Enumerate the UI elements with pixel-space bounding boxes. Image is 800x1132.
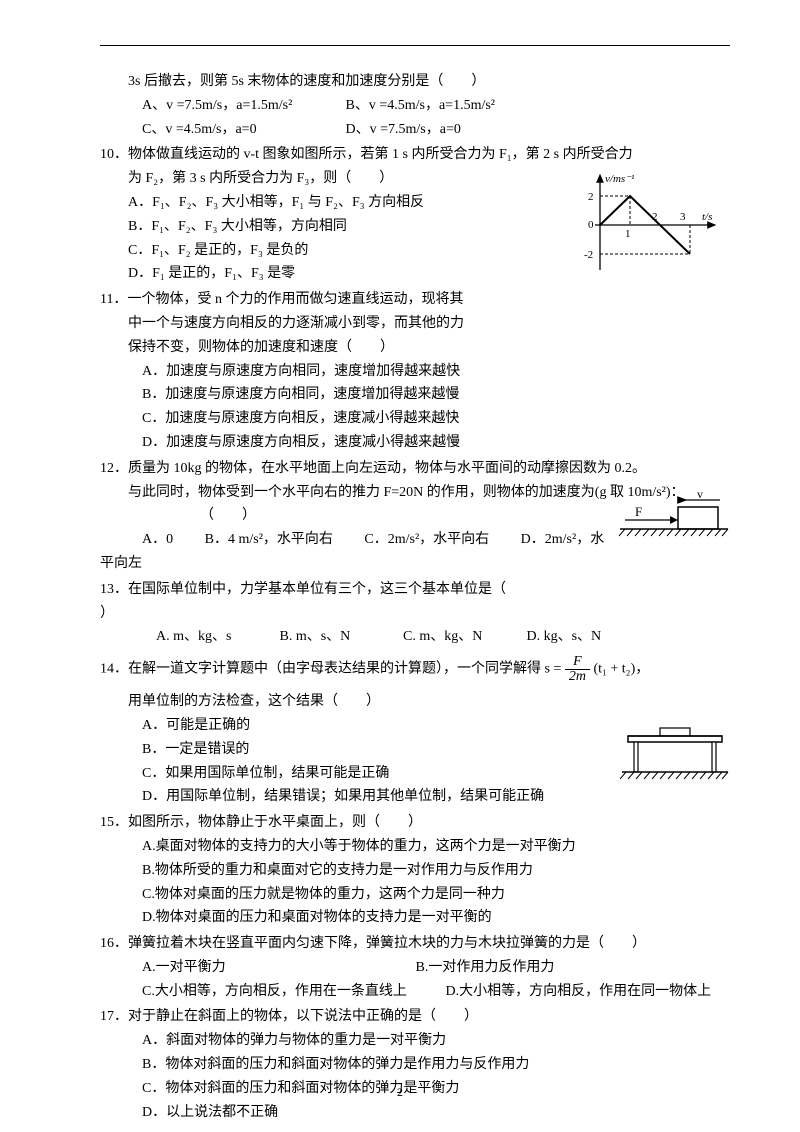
q16-opt-c: C.大小相等，方向相反，作用在一条直线上 xyxy=(142,980,442,1004)
q16-row1: A.一对平衡力 B.一对作用力反作用力 xyxy=(100,956,730,980)
q11-line1: 11．一个物体，受 n 个力的作用而做匀速直线运动，现将其 xyxy=(100,288,730,312)
q14-fraction: F 2m xyxy=(565,655,590,684)
q9-opt-d: D、v =7.5m/s，a=0 xyxy=(346,118,546,142)
q14-l1-post: (t₁ + t₂)， xyxy=(593,662,649,677)
q16-opt-a: A.一对平衡力 xyxy=(142,956,412,980)
q17-opt-a: A．斜面对物体的弹力与物体的重力是一对平衡力 xyxy=(100,1029,730,1053)
q9-opt-c: C、v =4.5m/s，a=0 xyxy=(142,118,342,142)
q10-line1: 10．物体做直线运动的 v-t 图象如图所示，若第 1 s 内所受合力为 F₁，… xyxy=(100,143,730,167)
q17-opt-b: B．物体对斜面的压力和斜面对物体的弹力是作用力与反作用力 xyxy=(100,1053,730,1077)
q9-options-row1: A、v =7.5m/s，a=1.5m/s² B、v =4.5m/s，a=1.5m… xyxy=(100,94,730,118)
q11-opt-a: A．加速度与原速度方向相同，速度增加得越来越快 xyxy=(100,360,730,384)
q16-row2: C.大小相等，方向相反，作用在一条直线上 D.大小相等，方向相反，作用在同一物体… xyxy=(100,980,730,1004)
q14-frac-bot: 2m xyxy=(565,670,590,684)
q16-line1: 16．弹簧拉着木块在竖直平面内匀速下降，弹簧拉木块的力与木块拉弹簧的力是（ ） xyxy=(100,932,730,956)
header-rule xyxy=(100,45,730,46)
q12-opt-d: D．2m/s²，水 xyxy=(521,528,605,552)
q12-line4: 平向左 xyxy=(100,552,730,576)
q11-opt-b: B．加速度与原速度方向相同，速度增加得越来越慢 xyxy=(100,383,730,407)
q13-opt-c: C. m、kg、N xyxy=(403,625,523,649)
q9-opt-a: A、v =7.5m/s，a=1.5m/s² xyxy=(142,94,342,118)
q17-line1: 17．对于静止在斜面上的物体，以下说法中正确的是（ ） xyxy=(100,1005,730,1029)
q17-opt-d: D．以上说法都不正确 xyxy=(100,1101,730,1125)
page-number: 2 xyxy=(397,1082,403,1102)
q13-line1: 13．在国际单位制中，力学基本单位有三个，这三个基本单位是（ xyxy=(100,578,730,602)
q14-line2: 用单位制的方法检查，这个结果（ ） xyxy=(100,690,730,714)
block-figure: v F xyxy=(615,492,730,542)
q11-opt-d: D．加速度与原速度方向相反，速度减小得越来越慢 xyxy=(100,431,730,455)
q15-opt-c: C.物体对桌面的压力就是物体的重力，这两个力是同一种力 xyxy=(100,883,730,907)
graph-xtick-1: 1 xyxy=(625,228,631,240)
q9-opt-b: B、v =4.5m/s，a=1.5m/s² xyxy=(346,94,546,118)
q14-l1-pre: 14．在解一道文字计算题中（由字母表达结果的计算题），一个同学解得 s = xyxy=(100,662,565,677)
q14-frac-top: F xyxy=(565,655,590,670)
q15-opt-a: A.桌面对物体的支持力的大小等于物体的重力，这两个力是一对平衡力 xyxy=(100,835,730,859)
graph-xlabel: t/s xyxy=(702,211,712,223)
q13-opt-d: D. kg、s、N xyxy=(527,625,647,649)
vt-graph: v/ms⁻¹ t/s 2 0 -2 1 2 3 xyxy=(570,170,720,275)
q13-line2: ） xyxy=(100,602,730,626)
q9-options-row2: C、v =4.5m/s，a=0 D、v =7.5m/s，a=0 xyxy=(100,118,730,142)
q15-opt-d: D.物体对桌面的压力和桌面对物体的支持力是一对平衡的 xyxy=(100,906,730,930)
graph-xtick-3: 3 xyxy=(680,211,686,223)
graph-ytick-0: 0 xyxy=(588,219,594,231)
q11-opt-c: C．加速度与原速度方向相反，速度减小得越来越快 xyxy=(100,407,730,431)
q11-line2: 中一个与速度方向相反的力逐渐减小到零，而其他的力 xyxy=(100,312,730,336)
q16-opt-b: B.一对作用力反作用力 xyxy=(416,960,555,975)
q12-opt-b: B．4 m/s²，水平向右 xyxy=(205,528,333,552)
graph-ylabel: v/ms⁻¹ xyxy=(605,173,634,185)
q13-options: A. m、kg、s B. m、s、N C. m、kg、N D. kg、s、N xyxy=(100,625,730,649)
q16-opt-d: D.大小相等，方向相反，作用在同一物体上 xyxy=(446,984,712,999)
q15-line1: 15．如图所示，物体静止于水平桌面上，则（ ） xyxy=(100,811,730,835)
q13-opt-a: A. m、kg、s xyxy=(156,625,276,649)
v-label: v xyxy=(697,492,703,501)
q9-cont-text: 3s 后撤去，则第 5s 末物体的速度和加速度分别是（ ） xyxy=(100,70,730,94)
q12-line1: 12．质量为 10kg 的物体，在水平地面上向左运动，物体与水平面间的动摩擦因数… xyxy=(100,457,730,481)
f-label: F xyxy=(635,504,642,519)
graph-ytick-2: 2 xyxy=(588,191,594,203)
q13-opt-b: B. m、s、N xyxy=(280,625,400,649)
document-content: 3s 后撤去，则第 5s 末物体的速度和加速度分别是（ ） A、v =7.5m/… xyxy=(100,70,730,1124)
graph-ytick-neg2: -2 xyxy=(584,249,593,261)
q14-line1: 14．在解一道文字计算题中（由字母表达结果的计算题），一个同学解得 s = F … xyxy=(100,655,730,684)
q12-opt-a: A．0 xyxy=(142,528,173,552)
table-figure xyxy=(620,722,730,792)
q12-opt-c: C．2m/s²，水平向右 xyxy=(364,528,489,552)
q11-line3: 保持不变，则物体的加速度和速度（ ） xyxy=(100,336,730,360)
q17-opt-c: C．物体对斜面的压力和斜面对物体的弹力是平衡力 xyxy=(100,1077,730,1101)
q15-opt-b: B.物体所受的重力和桌面对它的支持力是一对作用力与反作用力 xyxy=(100,859,730,883)
